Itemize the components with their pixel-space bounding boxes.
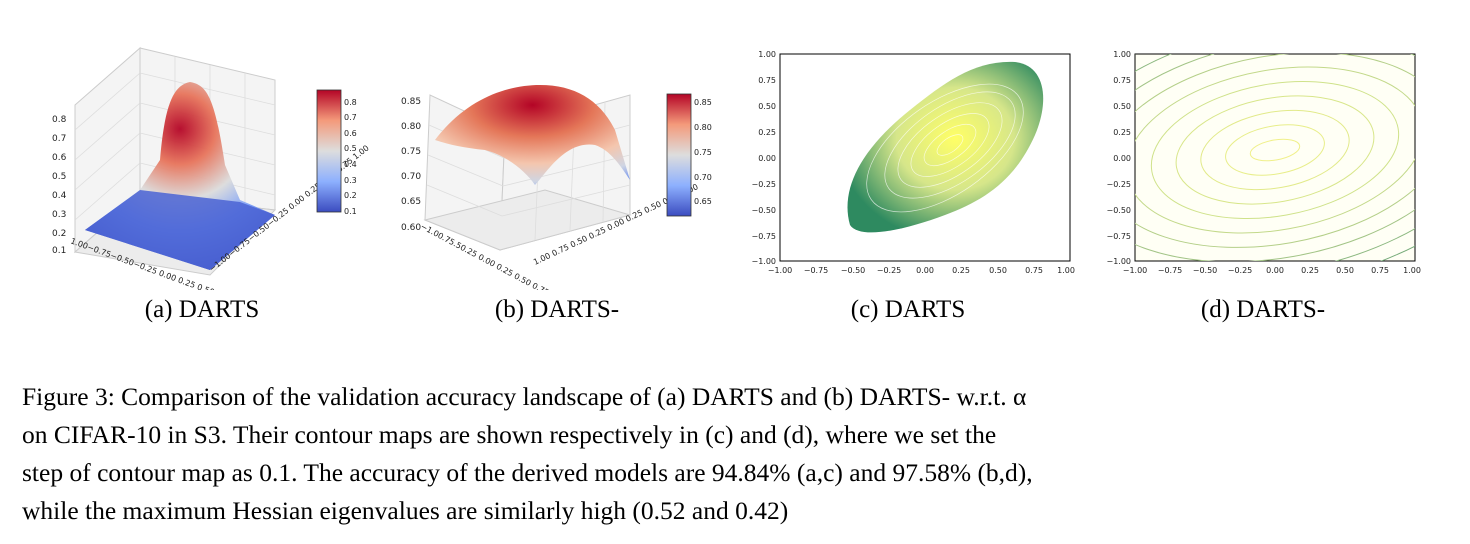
- surface-b: [435, 85, 630, 185]
- svg-text:0.00: 0.00: [916, 266, 934, 275]
- svg-text:−0.25: −0.25: [1228, 266, 1253, 275]
- svg-text:0.50: 0.50: [1113, 102, 1131, 111]
- svg-text:−0.50: −0.50: [1106, 206, 1131, 215]
- svg-text:0.8: 0.8: [344, 98, 357, 107]
- svg-text:0.7: 0.7: [344, 113, 357, 122]
- svg-text:0.6: 0.6: [344, 129, 357, 138]
- svg-text:0.65: 0.65: [401, 197, 421, 207]
- svg-text:−0.50: −0.50: [1193, 266, 1218, 275]
- panel-c: 1.00 0.75 0.50 0.25 0.00 −0.25 −0.50 −0.…: [745, 40, 1080, 295]
- colorbar-b: [666, 93, 692, 217]
- colorbar-ticks-b: 0.85 0.80 0.75 0.70 0.65: [694, 98, 712, 206]
- svg-text:−0.25: −0.25: [877, 266, 902, 275]
- x-axis-d: −1.00 −0.75 −0.50 −0.25 0.00 0.25 0.50 0…: [1123, 266, 1421, 275]
- svg-text:0.50: 0.50: [1336, 266, 1354, 275]
- svg-text:−1.00: −1.00: [751, 257, 776, 266]
- svg-text:0.4: 0.4: [344, 160, 357, 169]
- svg-text:0.75: 0.75: [1025, 266, 1043, 275]
- svg-text:1.00: 1.00: [1403, 266, 1421, 275]
- surface-plot-a: 0.8 0.7 0.6 0.5 0.4 0.3 0.2 0.1 1.00−0.7…: [52, 46, 371, 311]
- svg-text:0.75: 0.75: [1371, 266, 1389, 275]
- panel-a: 0.8 0.7 0.6 0.5 0.4 0.3 0.2 0.1 1.00−0.7…: [40, 40, 380, 311]
- svg-text:−0.75: −0.75: [751, 232, 776, 241]
- svg-text:0.4: 0.4: [52, 191, 67, 201]
- svg-text:−0.75: −0.75: [1106, 232, 1131, 241]
- svg-text:0.2: 0.2: [344, 191, 357, 200]
- svg-text:0.85: 0.85: [694, 98, 712, 107]
- svg-text:0.8: 0.8: [52, 115, 67, 125]
- svg-text:0.25: 0.25: [1113, 128, 1131, 137]
- plot-area-d: [1134, 53, 1416, 262]
- svg-text:−0.75: −0.75: [1158, 266, 1183, 275]
- svg-text:0.70: 0.70: [401, 172, 421, 182]
- colorbar-ticks-a: 0.8 0.7 0.6 0.5 0.4 0.3 0.2 0.1: [344, 98, 357, 216]
- svg-text:0.75: 0.75: [1113, 76, 1131, 85]
- svg-text:0.1: 0.1: [344, 207, 357, 216]
- z-axis-a: 0.8 0.7 0.6 0.5 0.4 0.3 0.2 0.1: [52, 115, 67, 256]
- svg-text:0.5: 0.5: [344, 144, 357, 153]
- svg-text:−0.25: −0.25: [1106, 180, 1131, 189]
- svg-text:0.80: 0.80: [694, 123, 712, 132]
- svg-text:0.25: 0.25: [1301, 266, 1319, 275]
- svg-text:1.00: 1.00: [758, 50, 776, 59]
- svg-text:0.3: 0.3: [344, 176, 357, 185]
- svg-text:−1.00: −1.00: [1123, 266, 1148, 275]
- contour-blob-c: [847, 61, 1044, 233]
- svg-text:1.00: 1.00: [1057, 266, 1075, 275]
- svg-text:0.6: 0.6: [52, 153, 67, 163]
- svg-text:0.75: 0.75: [694, 148, 712, 157]
- svg-text:0.80: 0.80: [401, 122, 421, 132]
- svg-text:−0.25: −0.25: [751, 180, 776, 189]
- svg-text:0.7: 0.7: [52, 134, 66, 144]
- svg-text:0.2: 0.2: [52, 229, 66, 239]
- svg-text:0.70: 0.70: [694, 173, 712, 182]
- x-axis-c: −1.00 −0.75 −0.50 −0.25 0.00 0.25 0.50 0…: [768, 266, 1075, 275]
- panel-b: 0.85 0.80 0.75 0.70 0.65 0.60 −1.00.75.5…: [395, 40, 735, 297]
- svg-text:0.5: 0.5: [52, 172, 66, 182]
- svg-text:0.65: 0.65: [694, 197, 712, 206]
- svg-text:0.50: 0.50: [758, 102, 776, 111]
- caption-line: on CIFAR-10 in S3. Their contour maps ar…: [22, 420, 997, 449]
- svg-text:0.3: 0.3: [52, 210, 66, 220]
- svg-text:−0.50: −0.50: [751, 206, 776, 215]
- svg-text:−1.00: −1.00: [768, 266, 793, 275]
- svg-text:0.75: 0.75: [758, 76, 776, 85]
- svg-text:0.00: 0.00: [1266, 266, 1284, 275]
- svg-text:0.25: 0.25: [758, 128, 776, 137]
- caption-line: while the maximum Hessian eigenvalues ar…: [22, 496, 789, 525]
- y-axis-c: 1.00 0.75 0.50 0.25 0.00 −0.25 −0.50 −0.…: [751, 50, 776, 266]
- svg-text:−0.75: −0.75: [804, 266, 829, 275]
- surface-plot-b: 0.85 0.80 0.75 0.70 0.65 0.60 −1.00.75.5…: [401, 85, 712, 297]
- z-axis-b: 0.85 0.80 0.75 0.70 0.65 0.60: [401, 97, 421, 233]
- caption-line: Figure 3: Comparison of the validation a…: [22, 382, 1027, 411]
- svg-text:0.00: 0.00: [758, 154, 776, 163]
- svg-text:0.25: 0.25: [952, 266, 970, 275]
- panel-d: 1.00 0.75 0.50 0.25 0.00 −0.25 −0.50 −0.…: [1100, 40, 1435, 295]
- contour-lines-d: [1135, 54, 1415, 261]
- figure-caption: Figure 3: Comparison of the validation a…: [22, 378, 1450, 530]
- svg-text:1.00: 1.00: [1113, 50, 1131, 59]
- subcaption-c: (c) DARTS: [850, 296, 966, 323]
- colorbar-a: [316, 89, 342, 213]
- caption-line: step of contour map as 0.1. The accuracy…: [22, 458, 1033, 487]
- subcaption-a: (a) DARTS: [144, 296, 260, 323]
- contour-plot-c: 1.00 0.75 0.50 0.25 0.00 −0.25 −0.50 −0.…: [751, 50, 1075, 275]
- subcaption-b: (b) DARTS-: [494, 296, 620, 323]
- y-axis-d: 1.00 0.75 0.50 0.25 0.00 −0.25 −0.50 −0.…: [1106, 50, 1131, 266]
- svg-text:0.00: 0.00: [1113, 154, 1131, 163]
- svg-text:0.1: 0.1: [52, 246, 66, 256]
- svg-text:0.75: 0.75: [401, 147, 421, 157]
- subcaption-d: (d) DARTS-: [1200, 296, 1326, 323]
- svg-text:0.60: 0.60: [401, 223, 421, 233]
- svg-text:0.85: 0.85: [401, 97, 421, 107]
- contour-plot-d: 1.00 0.75 0.50 0.25 0.00 −0.25 −0.50 −0.…: [1106, 50, 1421, 275]
- svg-text:−0.50: −0.50: [841, 266, 866, 275]
- svg-text:0.50: 0.50: [989, 266, 1007, 275]
- svg-text:−1.00: −1.00: [1106, 257, 1131, 266]
